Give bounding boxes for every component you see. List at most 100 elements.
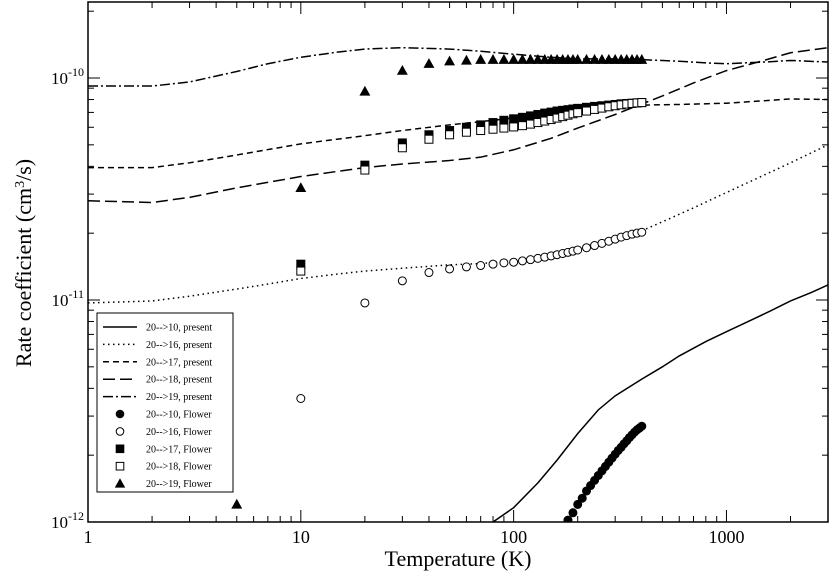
data-point bbox=[423, 58, 435, 68]
legend-entry-label: 20-->19, Flower bbox=[146, 479, 212, 490]
data-point bbox=[636, 54, 648, 64]
series-line-3 bbox=[88, 98, 828, 169]
legend-entry-label: 20-->17, present bbox=[146, 357, 212, 368]
data-point bbox=[424, 268, 434, 278]
series-line-1 bbox=[492, 284, 828, 522]
data-point bbox=[525, 111, 535, 121]
data-point bbox=[637, 98, 647, 108]
series-line-2 bbox=[88, 144, 828, 304]
marker-series-1 bbox=[563, 421, 647, 522]
legend-marker-sample bbox=[114, 478, 126, 488]
data-point bbox=[532, 54, 544, 64]
data-point bbox=[539, 54, 551, 64]
x-tick-label: 1000 bbox=[708, 527, 744, 547]
legend-entry-label: 20-->19, present bbox=[146, 392, 212, 403]
x-axis-label: Temperature (K) bbox=[385, 546, 532, 571]
data-point bbox=[499, 123, 509, 133]
legend-entry-label: 20-->18, present bbox=[146, 375, 212, 386]
y-tick-label: 10-12 bbox=[51, 509, 84, 532]
legend-marker-sample bbox=[115, 427, 125, 436]
x-tick-label: 10 bbox=[292, 527, 310, 547]
legend-entry-label: 20-->18, Flower bbox=[146, 462, 212, 473]
data-point bbox=[445, 130, 455, 140]
legend-entry-4: 20-->18, present bbox=[103, 375, 212, 386]
y-axis-label: Rate coefficient (cm3/s) bbox=[11, 159, 36, 367]
data-point bbox=[397, 143, 407, 153]
data-point bbox=[509, 114, 519, 124]
data-point bbox=[461, 262, 471, 272]
legend-entry-10: 20-->19, Flower bbox=[114, 478, 212, 490]
data-point bbox=[517, 121, 527, 131]
data-point bbox=[444, 55, 456, 66]
legend-entry-1: 20-->10, present bbox=[103, 323, 212, 334]
data-point bbox=[589, 54, 601, 64]
y-tick-label: 10-10 bbox=[51, 65, 84, 88]
data-point bbox=[525, 54, 536, 64]
data-point bbox=[572, 54, 584, 64]
data-point bbox=[487, 54, 499, 64]
data-point bbox=[508, 54, 520, 64]
data-point bbox=[563, 515, 573, 522]
series-line-5 bbox=[88, 46, 828, 87]
legend-marker-sample bbox=[115, 461, 125, 471]
data-point bbox=[582, 243, 592, 253]
data-point bbox=[573, 245, 583, 255]
series-layer bbox=[88, 46, 828, 522]
data-point bbox=[231, 498, 243, 509]
y-tick-base: 10 bbox=[51, 291, 68, 310]
data-point bbox=[296, 266, 306, 276]
legend-entry-6: 20-->10, Flower bbox=[115, 410, 212, 421]
data-point bbox=[568, 508, 578, 518]
data-point bbox=[445, 264, 455, 274]
data-point bbox=[603, 54, 615, 64]
line-path bbox=[492, 284, 828, 522]
data-point bbox=[397, 276, 407, 286]
data-point bbox=[296, 394, 306, 404]
data-point bbox=[596, 54, 608, 64]
y-tick-exponent: -12 bbox=[68, 509, 84, 523]
legend-entry-9: 20-->18, Flower bbox=[115, 461, 212, 473]
data-point bbox=[517, 256, 527, 266]
data-point bbox=[360, 298, 370, 308]
y-tick-label: 10-11 bbox=[51, 287, 84, 310]
line-path bbox=[88, 46, 828, 87]
data-point bbox=[488, 259, 498, 269]
data-point bbox=[581, 54, 592, 64]
data-point bbox=[295, 182, 307, 193]
legend-entry-5: 20-->19, present bbox=[103, 392, 212, 403]
marker-series-2 bbox=[296, 227, 647, 404]
legend-marker-sample bbox=[115, 444, 125, 454]
data-point bbox=[525, 255, 535, 265]
x-tick-label: 1 bbox=[84, 527, 93, 547]
data-point bbox=[573, 499, 583, 509]
data-point bbox=[476, 261, 486, 271]
legend-entry-2: 20-->16, present bbox=[103, 340, 212, 351]
data-point bbox=[424, 134, 434, 144]
legend: 20-->10, present 20-->16, present 20-->17,… bbox=[96, 312, 234, 493]
data-point bbox=[498, 54, 510, 64]
y-axis-label-sup: 3 bbox=[13, 181, 28, 188]
legend-entry-label: 20-->16, present bbox=[146, 340, 212, 351]
y-tick-base: 10 bbox=[51, 513, 68, 532]
data-point bbox=[475, 54, 487, 64]
y-tick-base: 10 bbox=[51, 69, 68, 88]
data-point bbox=[590, 104, 600, 114]
data-point bbox=[509, 257, 519, 267]
data-point bbox=[590, 241, 600, 251]
y-axis-label-main: Rate coefficient (cm bbox=[11, 188, 36, 367]
line-path bbox=[88, 46, 828, 204]
legend-entry-8: 20-->17, Flower bbox=[115, 444, 212, 455]
data-point bbox=[499, 258, 509, 268]
data-point bbox=[488, 124, 498, 134]
y-tick-exponent: -10 bbox=[68, 65, 84, 79]
legend-entry-3: 20-->17, present bbox=[103, 357, 212, 368]
legend-entry-label: 20-->10, present bbox=[146, 323, 212, 334]
data-point bbox=[476, 126, 486, 136]
data-point bbox=[509, 122, 519, 132]
legend-entry-label: 20-->16, Flower bbox=[146, 427, 212, 438]
data-point bbox=[573, 108, 583, 118]
series-line-4 bbox=[88, 46, 828, 204]
marker-series-4 bbox=[296, 98, 647, 276]
